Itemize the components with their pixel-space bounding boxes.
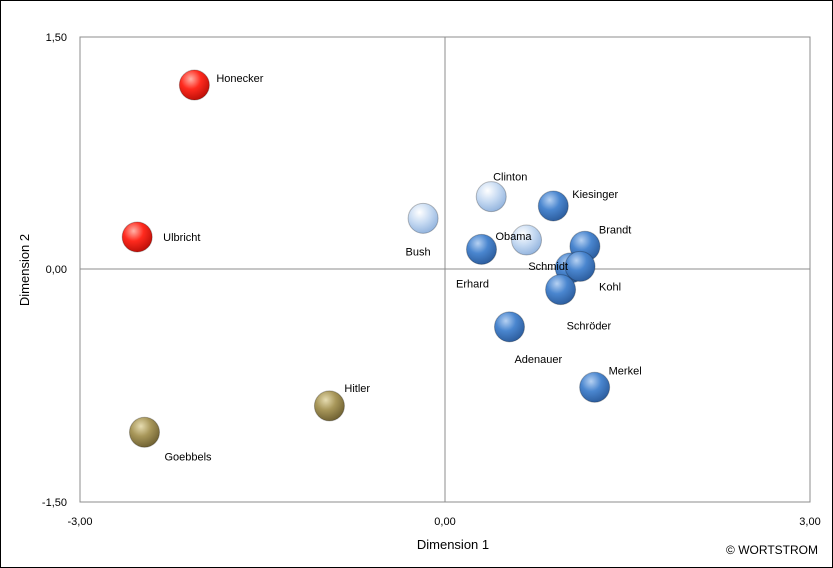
data-point-label: Honecker bbox=[216, 73, 263, 85]
x-tick-label: -3,00 bbox=[67, 516, 92, 528]
data-point-label: Clinton bbox=[493, 172, 527, 184]
y-tick-label: 0,00 bbox=[46, 264, 67, 276]
data-point-label: Kiesinger bbox=[572, 189, 618, 201]
data-point bbox=[579, 371, 611, 403]
x-tick-label: 0,00 bbox=[434, 516, 455, 528]
data-point bbox=[407, 202, 439, 234]
copyright-credit: © WORTSTROM bbox=[726, 543, 818, 557]
data-point-label: Hitler bbox=[344, 383, 370, 395]
data-point-label: Merkel bbox=[609, 365, 642, 377]
data-point-label: Schröder bbox=[567, 321, 612, 333]
data-point bbox=[313, 390, 345, 422]
data-point-label: Goebbels bbox=[164, 451, 212, 463]
data-point-label: Obama bbox=[495, 231, 532, 243]
y-tick-label: -1,50 bbox=[42, 497, 67, 509]
data-point-label: Brandt bbox=[599, 224, 631, 236]
data-point-label: Schmidt bbox=[528, 261, 568, 273]
data-point bbox=[511, 224, 543, 256]
data-point-label: Adenauer bbox=[514, 354, 562, 366]
y-axis-label: Dimension 2 bbox=[17, 234, 32, 306]
x-axis-label: Dimension 1 bbox=[417, 537, 489, 552]
data-point bbox=[537, 190, 569, 222]
x-tick-label: 3,00 bbox=[799, 516, 820, 528]
data-point-label: Ulbricht bbox=[163, 232, 200, 244]
data-point bbox=[178, 69, 210, 101]
data-point-label: Kohl bbox=[599, 281, 621, 293]
data-point bbox=[475, 181, 507, 213]
data-point bbox=[493, 311, 525, 343]
data-point bbox=[128, 416, 160, 448]
data-point bbox=[564, 250, 596, 282]
data-point bbox=[121, 221, 153, 253]
data-point bbox=[466, 233, 497, 265]
plot-area bbox=[79, 36, 811, 503]
data-point-label: Erhard bbox=[456, 278, 489, 290]
y-tick-label: 1,50 bbox=[46, 32, 67, 44]
data-point bbox=[545, 274, 577, 306]
data-point-label: Bush bbox=[406, 246, 431, 258]
